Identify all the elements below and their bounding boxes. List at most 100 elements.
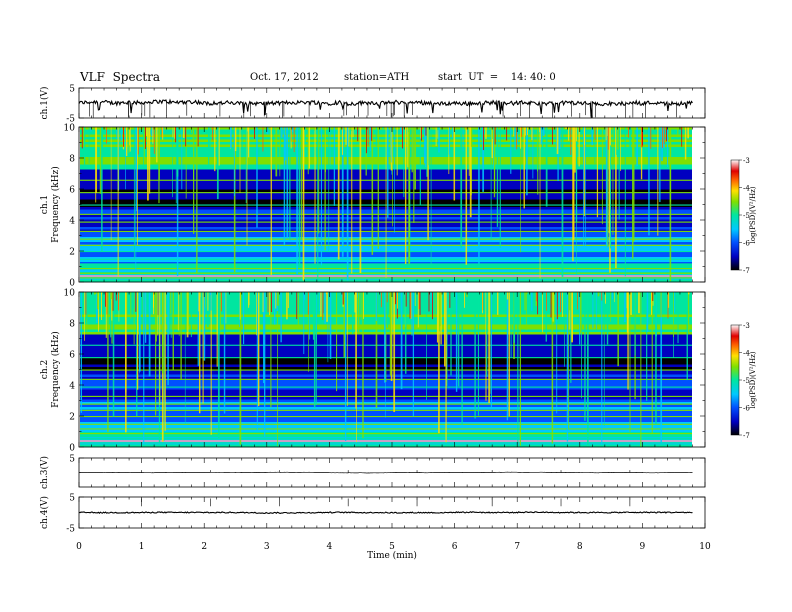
sferic-burst (635, 127, 636, 130)
spectrogram-band (80, 414, 692, 418)
sferic-burst (144, 292, 147, 343)
sferic-burst (230, 127, 232, 149)
sferic-burst (542, 127, 545, 136)
sferic-burst (615, 127, 617, 269)
x-tick-label: 9 (640, 542, 646, 552)
sferic-burst (253, 127, 255, 139)
sferic-burst (610, 127, 612, 146)
sferic-burst (262, 292, 264, 313)
sferic-burst (607, 127, 609, 150)
y-tick-label: -5 (66, 525, 75, 535)
sferic-burst (246, 127, 248, 246)
sferic-burst (204, 292, 206, 308)
sferic-burst (230, 292, 232, 299)
sferic-burst (130, 292, 132, 319)
sferic-burst (405, 292, 407, 307)
sferic-burst (123, 127, 124, 147)
sferic-burst (407, 127, 409, 168)
sferic-burst (307, 292, 309, 315)
sferic-burst (277, 292, 279, 306)
sferic-burst (551, 292, 554, 444)
sferic-burst (558, 292, 560, 307)
sferic-burst (362, 292, 364, 439)
sferic-burst (464, 292, 465, 308)
ch2-spectrogram (80, 292, 692, 448)
sferic-burst (334, 292, 336, 297)
sferic-burst (291, 127, 294, 133)
sferic-burst (604, 127, 606, 153)
sferic-burst (143, 127, 145, 164)
sferic-burst (161, 127, 163, 138)
sferic-burst (93, 292, 96, 295)
header-start-time: start UT = 14: 40: 0 (438, 72, 556, 83)
sferic-burst (136, 292, 138, 417)
sferic-burst (329, 127, 331, 167)
sferic-burst (542, 292, 544, 333)
sferic-burst (317, 127, 319, 282)
sferic-burst (82, 127, 85, 146)
y-tick-label: 2 (69, 248, 75, 258)
sferic-burst (404, 292, 407, 374)
sferic-burst (371, 127, 374, 255)
colorbar-tick-label: -3 (743, 322, 750, 330)
sferic-burst (457, 292, 460, 387)
sferic-burst (345, 127, 347, 145)
sferic-burst (513, 292, 516, 343)
sferic-burst (81, 127, 83, 149)
sferic-burst (308, 292, 310, 372)
sferic-burst (267, 292, 269, 313)
sferic-burst (154, 292, 156, 317)
sferic-burst (597, 292, 600, 297)
sferic-burst (668, 292, 670, 308)
sferic-burst (186, 292, 188, 333)
sferic-burst (352, 292, 354, 334)
sferic-burst (137, 127, 138, 245)
sferic-burst (470, 127, 473, 147)
sferic-burst (516, 127, 518, 145)
sferic-burst (389, 292, 392, 376)
sferic-burst (556, 292, 558, 320)
sferic-burst (486, 292, 488, 377)
sferic-burst (499, 127, 501, 248)
x-tick-label: 4 (327, 542, 333, 552)
sferic-burst (614, 292, 616, 303)
sferic-burst (145, 127, 146, 149)
sferic-burst (579, 292, 581, 345)
sferic-burst (508, 292, 510, 417)
sferic-burst (129, 127, 131, 146)
sferic-burst (369, 127, 371, 151)
sferic-burst (638, 292, 640, 314)
sferic-burst (170, 292, 172, 314)
sferic-burst (105, 292, 107, 338)
sferic-burst (116, 127, 118, 140)
sferic-burst (583, 127, 585, 217)
sferic-burst (517, 292, 519, 443)
sferic-burst (239, 292, 240, 327)
sferic-burst (367, 127, 369, 147)
spectrogram-band (80, 382, 692, 385)
y-tick-label: 10 (64, 124, 76, 134)
sferic-burst (446, 292, 448, 340)
sferic-burst (356, 292, 359, 298)
sferic-burst (396, 127, 398, 176)
sferic-burst (539, 127, 541, 279)
sferic-burst (355, 292, 357, 409)
sferic-burst (126, 292, 128, 318)
narrowband-line (80, 433, 692, 435)
sferic-burst (620, 127, 621, 172)
sferic-burst (662, 127, 663, 149)
spectrogram-band (80, 412, 692, 415)
sferic-burst (461, 292, 463, 425)
spectrogram-band (80, 434, 692, 438)
sferic-burst (318, 127, 320, 234)
sferic-burst (490, 292, 492, 394)
sferic-burst (110, 292, 112, 338)
spectrogram-band (80, 392, 692, 395)
sferic-burst (186, 292, 189, 338)
y-tick-label: 2 (69, 413, 75, 423)
sferic-burst (106, 127, 107, 144)
sferic-burst (646, 292, 649, 332)
sferic-burst (545, 292, 547, 311)
sferic-burst (576, 127, 577, 142)
sferic-burst (556, 127, 559, 155)
